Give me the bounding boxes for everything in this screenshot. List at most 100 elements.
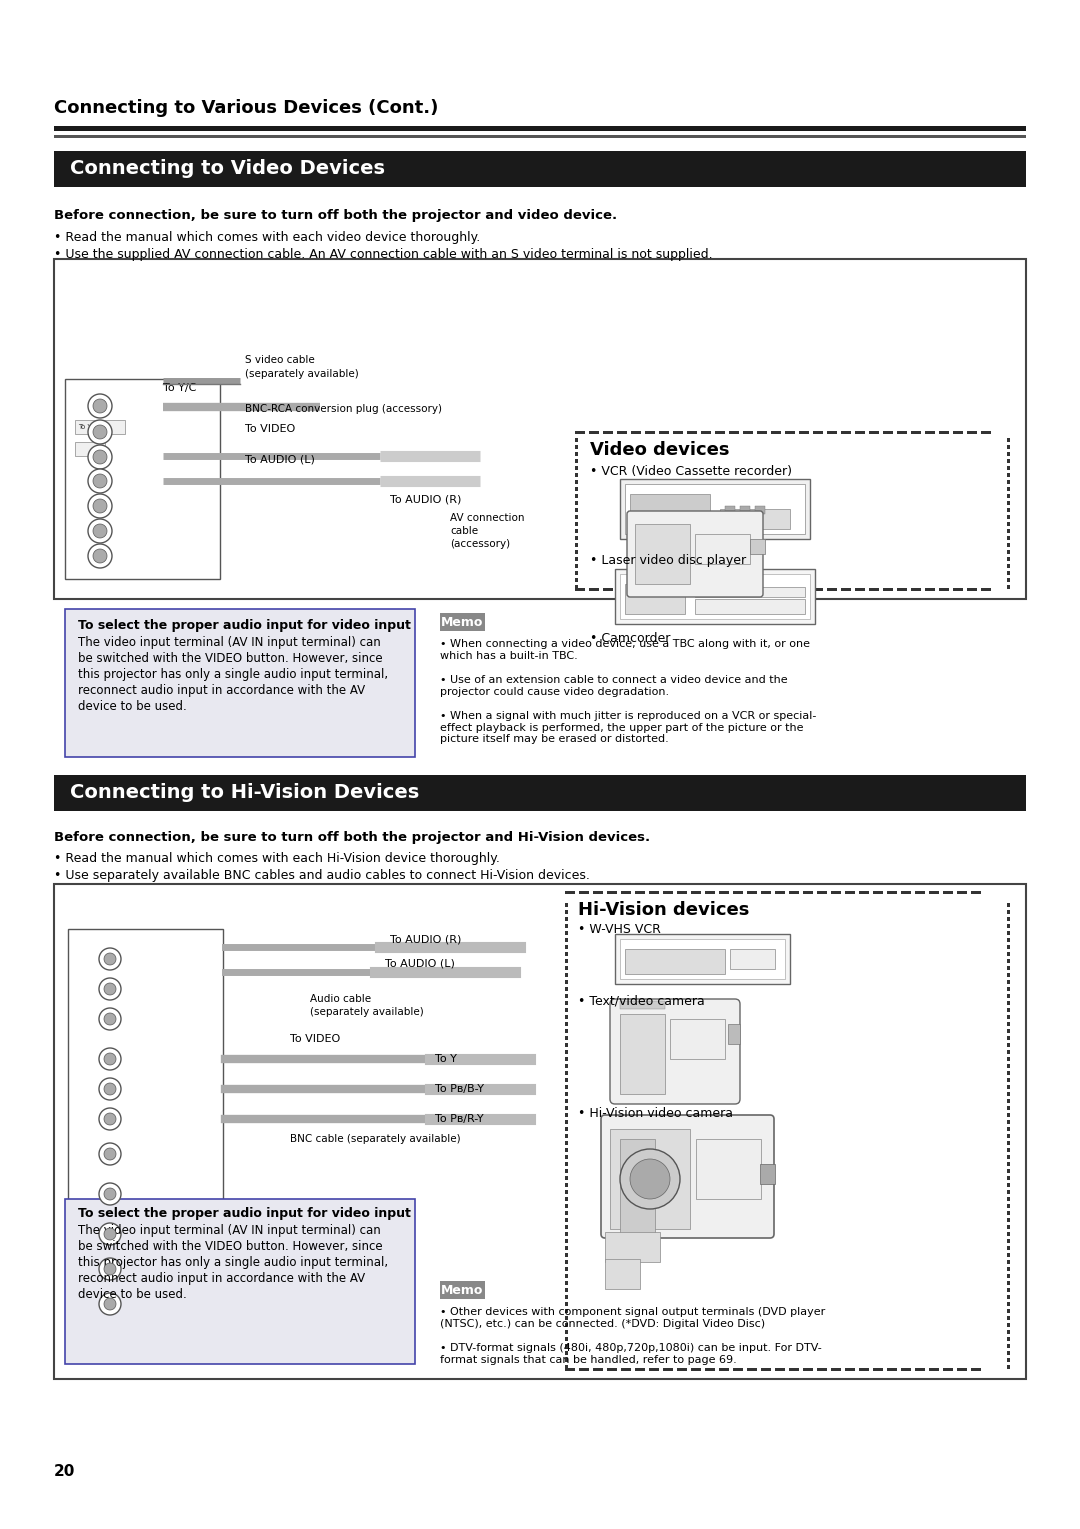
Bar — [649, 1368, 659, 1372]
Text: To Y/C: To Y/C — [163, 382, 197, 393]
Bar — [924, 589, 935, 592]
Bar — [565, 1232, 568, 1235]
Bar — [565, 1190, 568, 1194]
Bar — [943, 891, 953, 894]
Bar — [1007, 1113, 1010, 1118]
Bar — [565, 1295, 568, 1300]
Bar — [635, 1368, 645, 1372]
Bar — [589, 431, 599, 434]
Text: • When a signal with much jitter is reproduced on a VCR or special-
effect playb: • When a signal with much jitter is repr… — [440, 711, 816, 745]
Bar — [757, 589, 767, 592]
Bar — [575, 570, 578, 575]
FancyBboxPatch shape — [610, 998, 740, 1104]
Bar — [813, 589, 823, 592]
Bar — [859, 1368, 869, 1372]
Bar — [1007, 1183, 1010, 1187]
Bar — [1007, 437, 1010, 442]
Bar — [887, 1368, 897, 1372]
Bar — [957, 891, 967, 894]
Bar — [565, 917, 568, 920]
Bar — [696, 587, 805, 596]
Circle shape — [93, 399, 107, 413]
Bar — [625, 950, 725, 974]
Bar — [1007, 1358, 1010, 1362]
Bar — [1007, 1043, 1010, 1047]
Bar — [816, 891, 827, 894]
Bar — [883, 589, 893, 592]
Circle shape — [87, 544, 112, 567]
Bar — [804, 891, 813, 894]
Bar — [1007, 1344, 1010, 1349]
Text: • VCR (Video Cassette recorder): • VCR (Video Cassette recorder) — [590, 465, 792, 479]
Text: 20: 20 — [54, 1463, 76, 1479]
Bar — [575, 494, 578, 498]
Bar — [621, 1368, 631, 1372]
Text: reconnect audio input in accordance with the AV: reconnect audio input in accordance with… — [78, 1272, 365, 1284]
Bar — [565, 1135, 568, 1138]
Bar — [630, 494, 710, 529]
Circle shape — [99, 1008, 121, 1031]
Bar — [575, 502, 578, 505]
Bar — [1007, 1099, 1010, 1102]
Bar — [953, 589, 963, 592]
Bar — [701, 431, 711, 434]
Bar — [565, 953, 568, 956]
Bar — [915, 1368, 924, 1372]
Circle shape — [99, 948, 121, 969]
Bar — [565, 910, 568, 914]
Bar — [575, 472, 578, 477]
Text: • Hi-Vision video camera: • Hi-Vision video camera — [578, 1107, 733, 1121]
Bar — [740, 506, 750, 514]
Bar — [733, 1368, 743, 1372]
Bar — [1007, 586, 1010, 589]
Bar — [1007, 1287, 1010, 1292]
Text: To select the proper audio input for video input: To select the proper audio input for vid… — [78, 1206, 410, 1220]
Bar — [565, 1154, 568, 1159]
Bar — [579, 1368, 589, 1372]
Bar — [575, 543, 578, 547]
Bar — [719, 1368, 729, 1372]
Bar — [1007, 953, 1010, 956]
Bar — [1007, 1211, 1010, 1216]
Bar — [1007, 521, 1010, 526]
Bar — [1007, 1225, 1010, 1229]
Text: Connecting to Various Devices (Cont.): Connecting to Various Devices (Cont.) — [54, 99, 438, 118]
Text: Connecting to Video Devices: Connecting to Video Devices — [70, 159, 384, 179]
Bar — [575, 589, 585, 592]
Bar — [565, 1121, 568, 1124]
Bar — [575, 437, 578, 442]
Bar — [565, 1176, 568, 1180]
Circle shape — [87, 494, 112, 518]
Circle shape — [93, 549, 107, 563]
Bar — [565, 1352, 568, 1355]
Bar — [575, 521, 578, 526]
Bar — [728, 1024, 740, 1044]
Bar — [827, 431, 837, 434]
Bar — [831, 1368, 841, 1372]
Bar — [603, 431, 613, 434]
Bar — [575, 453, 578, 456]
Bar — [729, 431, 739, 434]
Text: • Laser video disc player: • Laser video disc player — [590, 553, 746, 567]
Bar — [912, 589, 921, 592]
Bar — [565, 1246, 568, 1251]
Bar — [565, 1127, 568, 1131]
Bar — [687, 589, 697, 592]
Bar — [1007, 1274, 1010, 1278]
Bar — [663, 891, 673, 894]
Bar — [1007, 1135, 1010, 1138]
Bar — [1007, 1070, 1010, 1075]
Bar — [696, 1139, 761, 1199]
Bar — [631, 431, 642, 434]
Circle shape — [93, 524, 107, 538]
Bar — [869, 589, 879, 592]
Circle shape — [99, 1258, 121, 1280]
Circle shape — [93, 474, 107, 488]
Bar — [1007, 1330, 1010, 1333]
Bar — [1007, 966, 1010, 969]
Bar — [1007, 1219, 1010, 1222]
Bar — [1007, 924, 1010, 928]
Bar — [565, 1183, 568, 1187]
Text: To AUDIO (R): To AUDIO (R) — [390, 936, 461, 945]
Text: S video cable
(separately available): S video cable (separately available) — [245, 355, 359, 379]
